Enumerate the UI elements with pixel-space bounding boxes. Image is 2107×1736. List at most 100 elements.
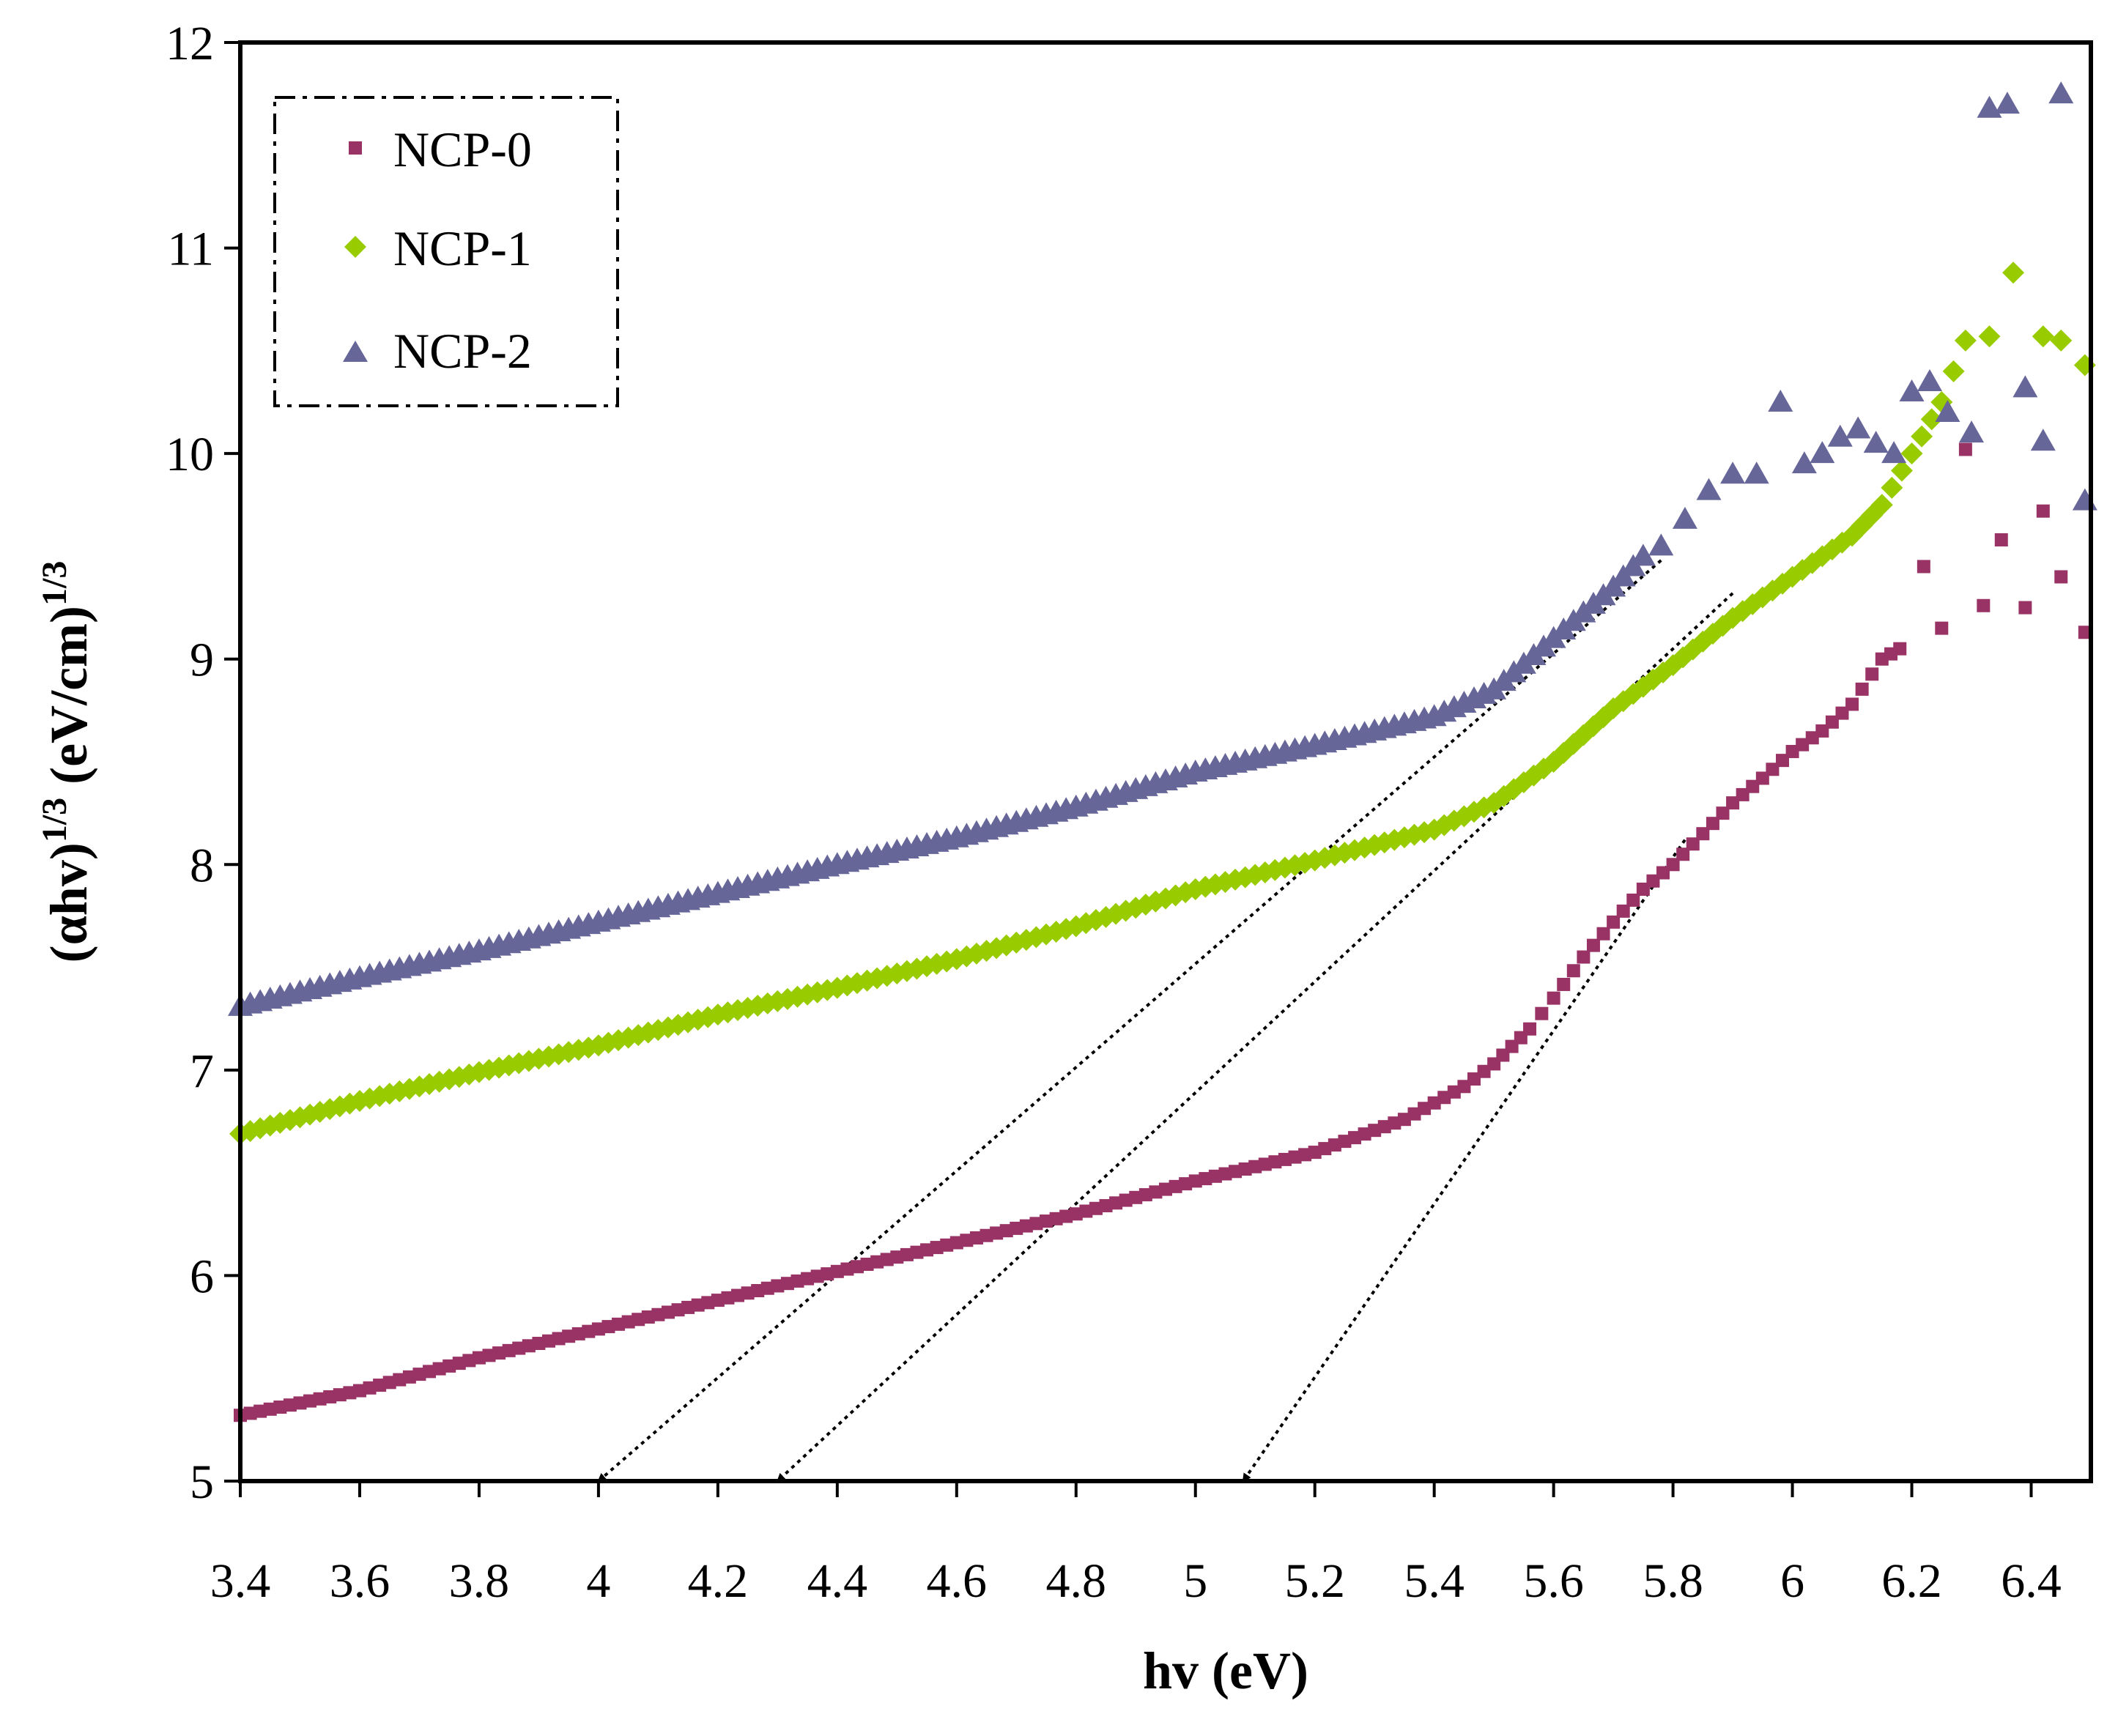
point-ncp-0-11 bbox=[343, 1386, 357, 1400]
point-ncp-0-61 bbox=[840, 1262, 854, 1276]
point-ncp-0-54 bbox=[771, 1279, 785, 1293]
point-ncp-0-146 bbox=[1686, 837, 1700, 851]
point-ncp-0-120 bbox=[1427, 1096, 1441, 1110]
point-ncp-0-159 bbox=[1815, 724, 1829, 738]
point-ncp-0-147 bbox=[1696, 827, 1710, 841]
point-ncp-0-50 bbox=[731, 1288, 745, 1302]
point-ncp-0-107 bbox=[1298, 1148, 1312, 1162]
point-ncp-0-82 bbox=[1049, 1212, 1063, 1225]
point-ncp-0-171 bbox=[1977, 598, 1991, 612]
x-tick-label-4-8: 4.8 bbox=[1046, 1554, 1107, 1608]
point-ncp-0-93 bbox=[1159, 1182, 1172, 1196]
point-ncp-0-148 bbox=[1706, 817, 1719, 831]
point-ncp-0-46 bbox=[691, 1298, 705, 1312]
point-ncp-1-168 bbox=[1900, 442, 1923, 465]
point-ncp-0-21 bbox=[442, 1359, 456, 1373]
point-ncp-0-64 bbox=[870, 1255, 884, 1269]
point-ncp-0-124 bbox=[1467, 1072, 1481, 1086]
point-ncp-0-156 bbox=[1785, 744, 1799, 758]
point-ncp-0-48 bbox=[711, 1294, 725, 1307]
point-ncp-1-176 bbox=[2032, 325, 2054, 348]
point-ncp-0-118 bbox=[1407, 1107, 1421, 1121]
x-tick-label-5-2: 5.2 bbox=[1284, 1554, 1345, 1608]
point-ncp-0-33 bbox=[562, 1329, 576, 1343]
legend: NCP-0 NCP-1 NCP-2 bbox=[273, 96, 619, 407]
point-ncp-0-19 bbox=[423, 1365, 437, 1379]
point-ncp-0-29 bbox=[522, 1339, 536, 1353]
y-axis-title-mid: (eV/cm) bbox=[40, 606, 98, 798]
point-ncp-1-173 bbox=[1954, 329, 1977, 352]
legend-label-ncp-1: NCP-1 bbox=[393, 220, 532, 276]
point-ncp-0-55 bbox=[780, 1277, 794, 1291]
point-ncp-0-85 bbox=[1079, 1204, 1093, 1218]
point-ncp-0-40 bbox=[632, 1313, 645, 1327]
point-ncp-0-123 bbox=[1457, 1080, 1471, 1094]
point-ncp-2-151 bbox=[1845, 416, 1871, 439]
point-ncp-0-164 bbox=[1865, 667, 1879, 681]
point-ncp-0-108 bbox=[1308, 1146, 1322, 1160]
point-ncp-2-148 bbox=[1791, 451, 1817, 474]
point-ncp-0-100 bbox=[1229, 1165, 1243, 1179]
point-ncp-0-34 bbox=[571, 1327, 585, 1340]
point-ncp-0-17 bbox=[402, 1370, 416, 1384]
point-ncp-0-99 bbox=[1218, 1167, 1232, 1181]
y-tick-label-6: 6 bbox=[190, 1250, 214, 1303]
point-ncp-0-131 bbox=[1535, 1006, 1549, 1020]
point-ncp-0-74 bbox=[969, 1231, 983, 1244]
point-ncp-0-170 bbox=[1958, 442, 1972, 456]
point-ncp-0-27 bbox=[502, 1343, 516, 1357]
point-ncp-0-2 bbox=[253, 1404, 267, 1418]
point-ncp-0-104 bbox=[1268, 1155, 1282, 1169]
point-ncp-0-86 bbox=[1089, 1201, 1103, 1215]
point-ncp-2-163 bbox=[2072, 488, 2097, 511]
point-ncp-2-145 bbox=[1720, 461, 1746, 484]
point-ncp-0-153 bbox=[1755, 771, 1769, 785]
point-ncp-0-130 bbox=[1523, 1022, 1537, 1036]
point-ncp-0-14 bbox=[373, 1379, 387, 1392]
point-ncp-2-158 bbox=[1977, 95, 2002, 118]
x-axis-title: hv (eV) bbox=[1143, 1642, 1308, 1700]
series-layer bbox=[228, 81, 2097, 1422]
series-ncp-1 bbox=[229, 261, 2096, 1145]
point-ncp-0-141 bbox=[1636, 882, 1650, 896]
point-ncp-2-161 bbox=[2030, 429, 2056, 451]
x-tick-label-5-4: 5.4 bbox=[1404, 1554, 1464, 1608]
point-ncp-2-146 bbox=[1744, 461, 1769, 484]
point-ncp-0-152 bbox=[1746, 779, 1760, 793]
point-ncp-0-103 bbox=[1258, 1157, 1272, 1171]
point-ncp-0-158 bbox=[1805, 731, 1819, 745]
y-tick-label-9: 9 bbox=[190, 634, 214, 687]
point-ncp-2-142 bbox=[1648, 533, 1674, 556]
point-ncp-0-81 bbox=[1040, 1214, 1054, 1228]
point-ncp-0-22 bbox=[452, 1357, 466, 1370]
x-tick-label-6-2: 6.2 bbox=[1881, 1554, 1942, 1608]
point-ncp-0-59 bbox=[821, 1267, 834, 1281]
point-ncp-0-144 bbox=[1666, 858, 1680, 872]
point-ncp-2-150 bbox=[1827, 424, 1853, 447]
y-tick-label-7: 7 bbox=[190, 1045, 214, 1098]
point-ncp-0-78 bbox=[1010, 1221, 1023, 1235]
point-ncp-1-126 bbox=[1483, 792, 1506, 815]
point-ncp-0-66 bbox=[890, 1250, 904, 1264]
point-ncp-0-109 bbox=[1318, 1142, 1332, 1156]
point-ncp-0-98 bbox=[1208, 1169, 1222, 1183]
point-ncp-0-13 bbox=[363, 1381, 377, 1395]
point-ncp-0-32 bbox=[552, 1332, 566, 1346]
legend-label-ncp-0: NCP-0 bbox=[393, 122, 532, 177]
point-ncp-0-60 bbox=[830, 1264, 844, 1278]
point-ncp-0-30 bbox=[532, 1337, 546, 1351]
point-ncp-0-139 bbox=[1616, 904, 1630, 918]
point-ncp-0-114 bbox=[1368, 1124, 1382, 1138]
point-ncp-0-56 bbox=[790, 1274, 804, 1288]
point-ncp-0-1 bbox=[243, 1406, 257, 1420]
point-ncp-0-79 bbox=[1019, 1219, 1033, 1233]
point-ncp-0-10 bbox=[333, 1388, 347, 1402]
point-ncp-0-143 bbox=[1656, 866, 1670, 880]
point-ncp-0-175 bbox=[2054, 570, 2068, 584]
point-ncp-0-136 bbox=[1586, 938, 1600, 952]
point-ncp-0-160 bbox=[1825, 715, 1839, 729]
y-axis-title-main: (αhv) bbox=[40, 842, 98, 962]
point-ncp-0-75 bbox=[980, 1228, 993, 1242]
point-ncp-0-133 bbox=[1557, 977, 1571, 991]
x-tick-label-5-8: 5.8 bbox=[1643, 1554, 1703, 1608]
